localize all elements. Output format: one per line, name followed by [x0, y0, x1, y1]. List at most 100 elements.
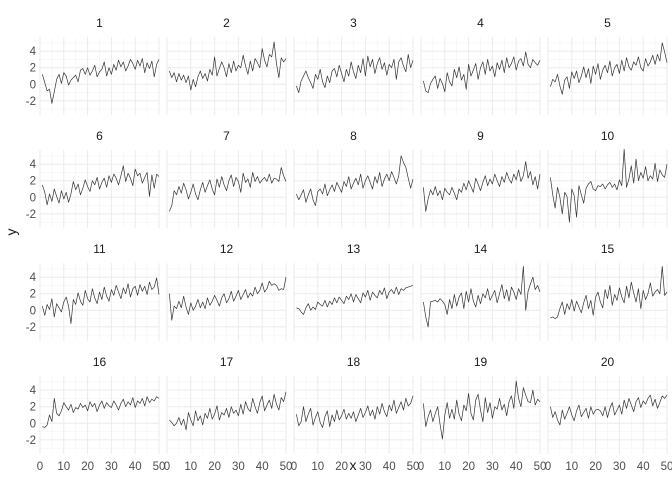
y-tick-label: -2 [26, 96, 36, 108]
facet-strip-label: 1 [96, 16, 103, 30]
y-tick-label: 2 [30, 402, 36, 414]
y-tick-label: 0 [30, 305, 36, 317]
facet-strip-label: 13 [347, 242, 361, 256]
facet-strip-label: 12 [220, 242, 234, 256]
facet-panel-3: 3 [293, 16, 414, 115]
x-tick-label: 10 [311, 461, 324, 473]
facet-panel-13: 13 [293, 242, 414, 341]
facet-panels: 1 -2 0 2 4 2 3 4 5 6 -2 0 2 4 7 8 9 10 11 -2 0 2 4 12 13 14 15 16 -2… [26, 16, 672, 473]
x-tick-label: 40 [256, 461, 269, 473]
x-tick-label: 40 [383, 461, 396, 473]
x-tick-label: 30 [613, 461, 626, 473]
y-axis-title: y [3, 229, 19, 236]
facet-strip-label: 2 [223, 16, 230, 30]
x-tick-label: 0 [164, 461, 170, 473]
facet-panel-15: 15 [547, 242, 668, 341]
x-tick-label: 10 [57, 461, 70, 473]
series-line-3 [296, 54, 414, 93]
series-line-9 [423, 161, 541, 212]
series-line-8 [296, 155, 414, 206]
series-line-13 [296, 285, 414, 315]
facet-panel-6: 6 -2 0 2 4 [26, 129, 160, 228]
facet-panel-17: 17 0 10 20 30 40 50 [164, 355, 293, 473]
facet-panel-12: 12 [166, 242, 287, 341]
facet-panel-14: 14 [420, 242, 541, 341]
series-line-7 [169, 167, 287, 212]
facet-strip-label: 9 [477, 129, 484, 143]
y-tick-label: 4 [30, 385, 37, 397]
x-tick-label: 50 [661, 461, 672, 473]
x-tick-label: 40 [637, 461, 650, 473]
facet-panel-19: 19 0 10 20 30 40 50 [418, 355, 547, 473]
facet-panel-1: 1 -2 0 2 4 [26, 16, 160, 115]
series-line-16 [42, 396, 160, 428]
facet-strip-label: 11 [93, 242, 106, 256]
x-tick-label: 30 [359, 461, 372, 473]
x-tick-label: 40 [510, 461, 523, 473]
x-tick-label: 10 [565, 461, 578, 473]
y-tick-label: 4 [30, 159, 37, 171]
facet-panel-2: 2 [166, 16, 287, 115]
x-axis-title: x [350, 457, 357, 473]
x-tick-label: 0 [37, 461, 43, 473]
y-tick-label: 2 [30, 176, 36, 188]
facet-strip-label: 17 [220, 355, 234, 369]
y-tick-label: 4 [30, 46, 37, 58]
facet-panel-11: 11 -2 0 2 4 [26, 242, 160, 341]
x-tick-label: 20 [589, 461, 602, 473]
y-tick-label: 4 [30, 272, 37, 284]
series-line-17 [169, 391, 287, 431]
facet-strip-label: 10 [601, 129, 615, 143]
series-line-12 [169, 277, 287, 321]
facet-panel-18: 18 0 10 20 30 40 50 [291, 355, 420, 473]
facet-strip-label: 5 [604, 16, 611, 30]
facet-strip-label: 7 [223, 129, 230, 143]
y-tick-label: 0 [30, 192, 36, 204]
facet-panel-5: 5 [547, 16, 668, 115]
facet-strip-label: 14 [474, 242, 488, 256]
series-line-14 [423, 265, 541, 328]
facet-strip-label: 16 [93, 355, 107, 369]
x-tick-label: 30 [105, 461, 118, 473]
x-tick-label: 50 [534, 461, 547, 473]
series-line-6 [42, 165, 160, 206]
y-tick-label: 2 [30, 63, 36, 75]
x-tick-label: 50 [407, 461, 420, 473]
facet-panel-20: 20 0 10 20 30 40 50 [545, 355, 672, 473]
x-tick-label: 40 [129, 461, 142, 473]
y-tick-label: -2 [26, 322, 36, 334]
series-line-1 [42, 58, 160, 104]
series-line-18 [296, 395, 414, 428]
facet-strip-label: 4 [477, 16, 484, 30]
facet-strip-label: 6 [96, 129, 103, 143]
facet-strip-label: 8 [350, 129, 357, 143]
x-tick-label: 30 [486, 461, 499, 473]
facet-strip-label: 20 [601, 355, 615, 369]
facet-panel-4: 4 [420, 16, 541, 115]
series-line-2 [169, 41, 287, 91]
facet-strip-label: 3 [350, 16, 357, 30]
y-tick-label: 2 [30, 289, 36, 301]
x-tick-label: 0 [418, 461, 424, 473]
y-tick-label: 0 [30, 418, 36, 430]
facet-panel-10: 10 [547, 129, 668, 228]
facet-panel-8: 8 [293, 129, 414, 228]
series-line-19 [423, 380, 541, 440]
x-tick-label: 20 [335, 461, 348, 473]
facet-strip-label: 19 [474, 355, 488, 369]
x-tick-label: 30 [232, 461, 245, 473]
x-tick-label: 20 [81, 461, 94, 473]
facet-strip-label: 15 [601, 242, 615, 256]
x-tick-label: 0 [291, 461, 297, 473]
x-tick-label: 50 [280, 461, 293, 473]
x-tick-label: 20 [208, 461, 221, 473]
x-tick-label: 10 [438, 461, 451, 473]
x-tick-label: 0 [545, 461, 551, 473]
series-line-11 [42, 277, 160, 324]
x-tick-label: 20 [462, 461, 475, 473]
y-tick-label: 0 [30, 79, 36, 91]
y-tick-label: -2 [26, 209, 36, 221]
